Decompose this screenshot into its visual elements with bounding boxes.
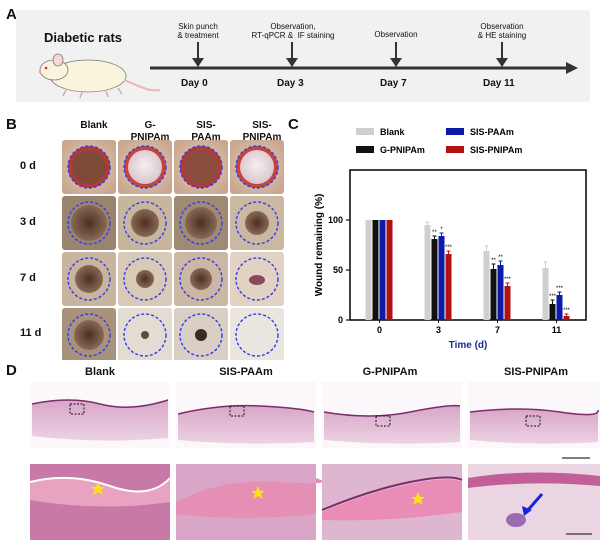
legend-label: SIS-PNIPAm <box>470 145 522 155</box>
bar <box>438 236 445 320</box>
significance-label: *** <box>445 245 453 251</box>
bar <box>379 220 386 320</box>
col-head-sis-paam: SIS- PAAm <box>191 120 221 143</box>
significance-label: *** <box>556 286 564 292</box>
x-tick-label: 7 <box>495 325 500 335</box>
photo-3d-g-pnipam <box>118 196 172 250</box>
bar <box>556 295 563 320</box>
x-tick-label: 11 <box>552 325 562 335</box>
panel-letter-c: C <box>288 116 299 133</box>
legend-label: G-PNIPAm <box>380 145 425 155</box>
day11-label: Day 11 <box>483 78 515 89</box>
legend-label: SIS-PAAm <box>470 127 514 137</box>
photo-7d-g-pnipam <box>118 252 172 306</box>
hist-title-sis-pnipam: SIS-PNIPAm <box>504 366 568 378</box>
timeline-subject: Diabetic rats <box>44 30 123 45</box>
hist-zoom-sis-pnipam <box>468 464 600 540</box>
event-label-day7: Observation <box>374 30 418 39</box>
day3-label: Day 3 <box>277 78 304 89</box>
photo-3d-sis-paam <box>174 196 228 250</box>
day0-label: Day 0 <box>181 78 208 89</box>
significance-label: ** <box>491 258 496 264</box>
significance-label: *** <box>549 294 557 300</box>
photo-11d-sis-paam <box>174 308 228 360</box>
row-label-0d: 0 d <box>20 160 36 172</box>
y-axis-title: Wound remaining (%) <box>314 194 325 297</box>
timeline-events: Skin punch & treatment Observation, RT-q… <box>0 0 600 110</box>
hist-title-blank: Blank <box>85 366 115 378</box>
bar <box>563 316 570 320</box>
bar <box>490 269 497 320</box>
photo-7d-sis-paam <box>174 252 228 306</box>
x-tick-label: 3 <box>436 325 441 335</box>
bar <box>445 254 452 320</box>
bar <box>542 268 549 320</box>
legend-label: Blank <box>380 127 406 137</box>
y-tick-label: 50 <box>333 265 343 275</box>
significance-label: ** <box>432 230 437 236</box>
col-head-g-pnipam: G- PNIPAm <box>130 120 170 143</box>
photo-0d-g-pnipam <box>118 140 172 194</box>
bar <box>386 220 393 320</box>
y-tick-label: 100 <box>328 215 343 225</box>
plot-frame <box>349 169 587 321</box>
significance-label: ** <box>498 255 503 261</box>
panel-letter-b: B <box>6 116 17 133</box>
photo-11d-g-pnipam <box>118 308 172 360</box>
bar <box>365 220 372 320</box>
hist-overview-sis-paam <box>176 382 316 448</box>
bar <box>483 251 490 320</box>
event-label-day11: Observation & HE staining <box>477 22 527 40</box>
bar <box>497 265 504 320</box>
photo-7d-sis-pnipam <box>230 252 284 306</box>
legend-swatch <box>356 146 374 153</box>
timeline-markers <box>197 42 503 58</box>
histology-images <box>30 382 600 540</box>
wound-photo-grid <box>62 140 284 360</box>
significance-label: *** <box>563 308 571 314</box>
legend-swatch <box>356 128 374 135</box>
bar <box>504 286 511 320</box>
hist-overview-g-pnipam <box>322 382 462 448</box>
rat-illustration <box>38 53 161 99</box>
photo-0d-sis-paam <box>174 140 228 194</box>
x-axis-title: Time (d) <box>449 340 488 351</box>
event-label-day0: Skin punch & treatment <box>177 22 219 40</box>
panel-letter-a: A <box>6 6 17 23</box>
hist-overview-sis-pnipam <box>468 382 600 459</box>
hist-zoom-blank <box>30 464 171 540</box>
photo-3d-sis-pnipam <box>230 196 284 250</box>
photo-3d-blank <box>62 196 116 250</box>
row-label-3d: 3 d <box>20 216 36 228</box>
panel-letter-d: D <box>6 362 17 379</box>
hist-zoom-sis-paam <box>176 464 323 540</box>
photo-0d-sis-pnipam <box>230 140 284 194</box>
timeline-arrow <box>150 58 578 74</box>
hist-overview-blank <box>30 382 170 448</box>
y-tick-label: 0 <box>338 315 343 325</box>
bar <box>372 220 379 320</box>
bar <box>431 239 438 320</box>
col-head-blank: Blank <box>80 120 108 131</box>
hist-title-sis-paam: SIS-PAAm <box>219 366 273 378</box>
photo-11d-sis-pnipam <box>230 308 284 360</box>
hist-zoom-g-pnipam <box>321 464 463 540</box>
significance-label: *** <box>504 277 512 283</box>
col-head-sis-pnipam: SIS- PNIPAm <box>242 120 282 143</box>
bar <box>549 304 556 320</box>
day7-label: Day 7 <box>380 78 407 89</box>
bar <box>424 225 431 320</box>
photo-7d-blank <box>62 252 116 306</box>
legend-swatch <box>446 128 464 135</box>
event-label-day3: Observation, RT-qPCR & IF staining <box>251 22 335 40</box>
photo-0d-blank <box>62 140 116 194</box>
significance-label: * <box>440 227 443 233</box>
hist-title-g-pnipam: G-PNIPAm <box>362 366 418 378</box>
row-label-11d: 11 d <box>20 327 42 339</box>
photo-11d-blank <box>62 308 116 360</box>
x-tick-label: 0 <box>377 325 382 335</box>
legend-swatch <box>446 146 464 153</box>
row-label-7d: 7 d <box>20 272 36 284</box>
